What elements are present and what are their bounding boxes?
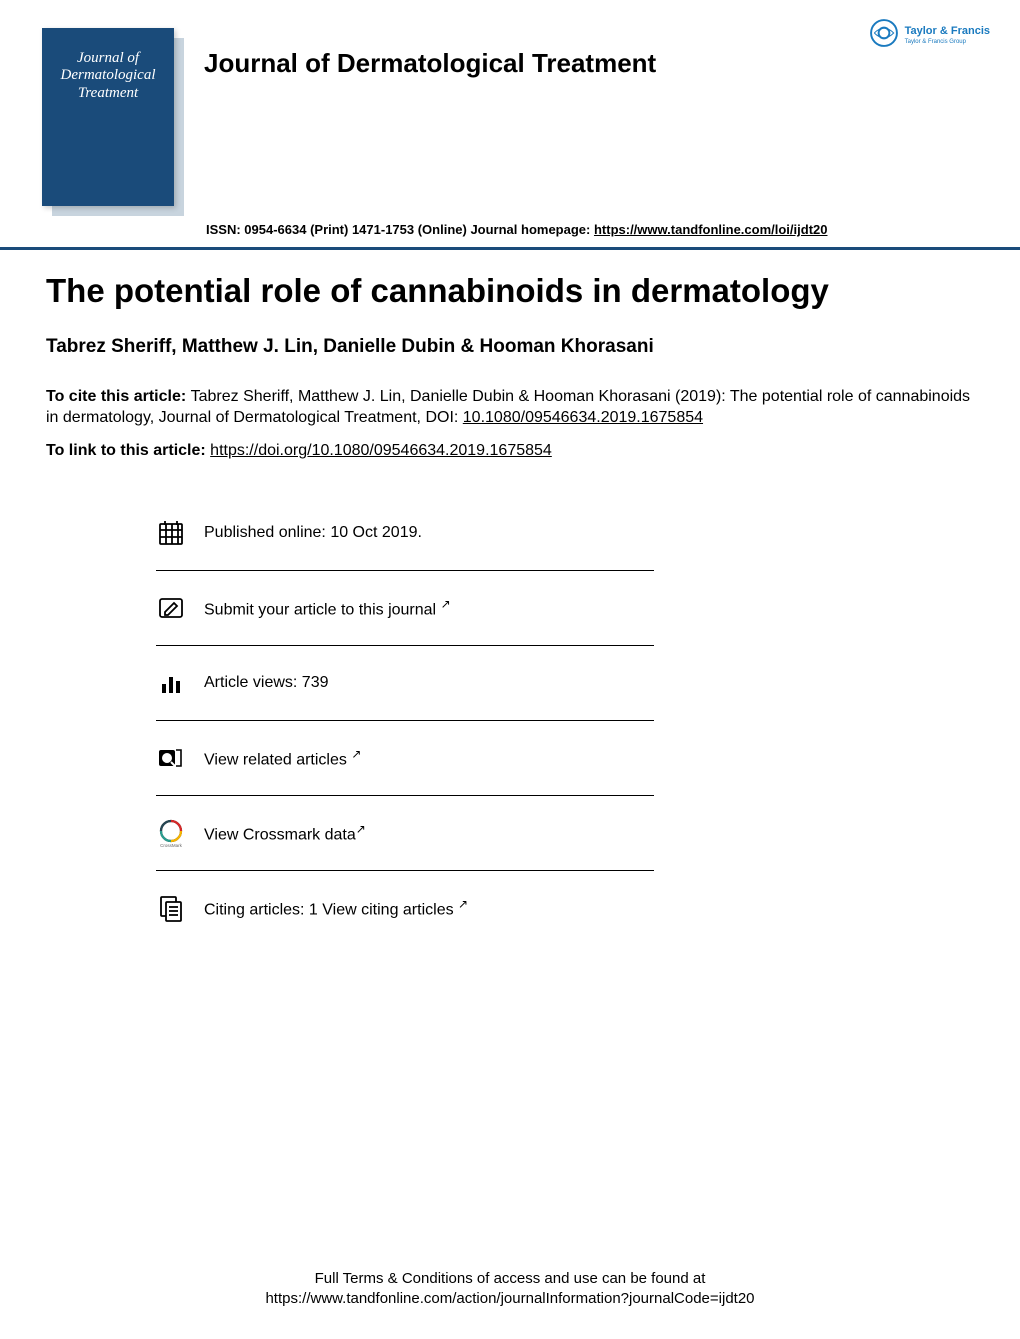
related-label: View related articles [204, 751, 347, 768]
page-footer: Full Terms & Conditions of access and us… [0, 1269, 1020, 1310]
footer-line-2: https://www.tandfonline.com/action/journ… [0, 1289, 1020, 1309]
external-link-icon: ↗ [351, 747, 361, 761]
citation-doi: 10.1080/09546634.2019.1675854 [463, 409, 703, 426]
link-to-article: To link to this article: https://doi.org… [46, 442, 974, 460]
citing-icon [156, 893, 186, 923]
calendar-icon [156, 518, 186, 548]
journal-homepage-link[interactable]: https://www.tandfonline.com/loi/ijdt20 [594, 222, 828, 237]
header-divider [0, 247, 1020, 250]
journal-title-area: Journal of Dermatological Treatment [204, 28, 656, 79]
citing-label: Citing articles: [204, 901, 309, 918]
issn-line: ISSN: 0954-6634 (Print) 1471-1753 (Onlin… [206, 222, 1020, 237]
citing-text: Citing articles: 1 View citing articles … [204, 897, 468, 919]
submit-label: Submit your article to this journal [204, 601, 436, 618]
citation-label: To cite this article: [46, 388, 191, 405]
action-related[interactable]: View related articles ↗ [156, 721, 654, 796]
action-views: Article views: 739 [156, 646, 654, 721]
publisher-name: Taylor & Francis Taylor & Francis Group [905, 21, 990, 45]
journal-cover-line-1: Dermatological [61, 67, 156, 84]
svg-text:CrossMark: CrossMark [160, 843, 183, 847]
submit-text: Submit your article to this journal ↗ [204, 597, 451, 619]
related-text: View related articles ↗ [204, 747, 361, 769]
journal-header: Journal of Dermatological Treatment Jour… [0, 0, 1020, 218]
journal-cover-wrapper: Journal of Dermatological Treatment [42, 28, 174, 218]
external-link-icon: ↗ [441, 597, 451, 611]
article-authors: Tabrez Sheriff, Matthew J. Lin, Danielle… [46, 336, 974, 358]
citation-block: To cite this article: Tabrez Sheriff, Ma… [46, 386, 974, 428]
journal-title: Journal of Dermatological Treatment [204, 48, 656, 79]
journal-cover-line-2: Treatment [78, 85, 138, 102]
publisher-tagline: Taylor & Francis Group [905, 39, 990, 45]
views-text: Article views: 739 [204, 674, 329, 692]
journal-cover-line-0: Journal of [77, 50, 139, 67]
link-to-label: To link to this article: [46, 442, 210, 459]
issn-text: ISSN: 0954-6634 (Print) 1471-1753 (Onlin… [206, 222, 594, 237]
submit-icon [156, 593, 186, 623]
footer-line-1: Full Terms & Conditions of access and us… [0, 1269, 1020, 1289]
views-count: 739 [302, 674, 329, 691]
publisher-name-text: Taylor & Francis [905, 25, 990, 37]
crossmark-icon: CrossMark [156, 818, 186, 848]
publisher-logo-icon [869, 18, 899, 48]
crossmark-label: View Crossmark data [204, 826, 356, 843]
external-link-icon: ↗ [458, 897, 468, 911]
action-published: Published online: 10 Oct 2019. [156, 496, 654, 571]
action-list: Published online: 10 Oct 2019. Submit yo… [46, 496, 974, 945]
published-date-text: Published online: 10 Oct 2019. [204, 524, 422, 542]
citing-count: 1 [309, 901, 318, 918]
external-link-icon: ↗ [356, 822, 366, 836]
journal-cover: Journal of Dermatological Treatment [42, 28, 174, 206]
publisher-logo: Taylor & Francis Taylor & Francis Group [869, 18, 990, 48]
crossmark-text: View Crossmark data↗ [204, 822, 366, 844]
article-content: The potential role of cannabinoids in de… [0, 272, 1020, 945]
action-submit[interactable]: Submit your article to this journal ↗ [156, 571, 654, 646]
views-label: Article views: [204, 674, 302, 691]
article-title: The potential role of cannabinoids in de… [46, 272, 974, 310]
related-icon [156, 743, 186, 773]
article-doi-link[interactable]: https://doi.org/10.1080/09546634.2019.16… [210, 442, 552, 459]
citing-suffix: View citing articles [318, 901, 454, 918]
bar-chart-icon [156, 668, 186, 698]
action-citing[interactable]: Citing articles: 1 View citing articles … [156, 871, 654, 945]
action-crossmark[interactable]: CrossMark View Crossmark data↗ [156, 796, 654, 871]
